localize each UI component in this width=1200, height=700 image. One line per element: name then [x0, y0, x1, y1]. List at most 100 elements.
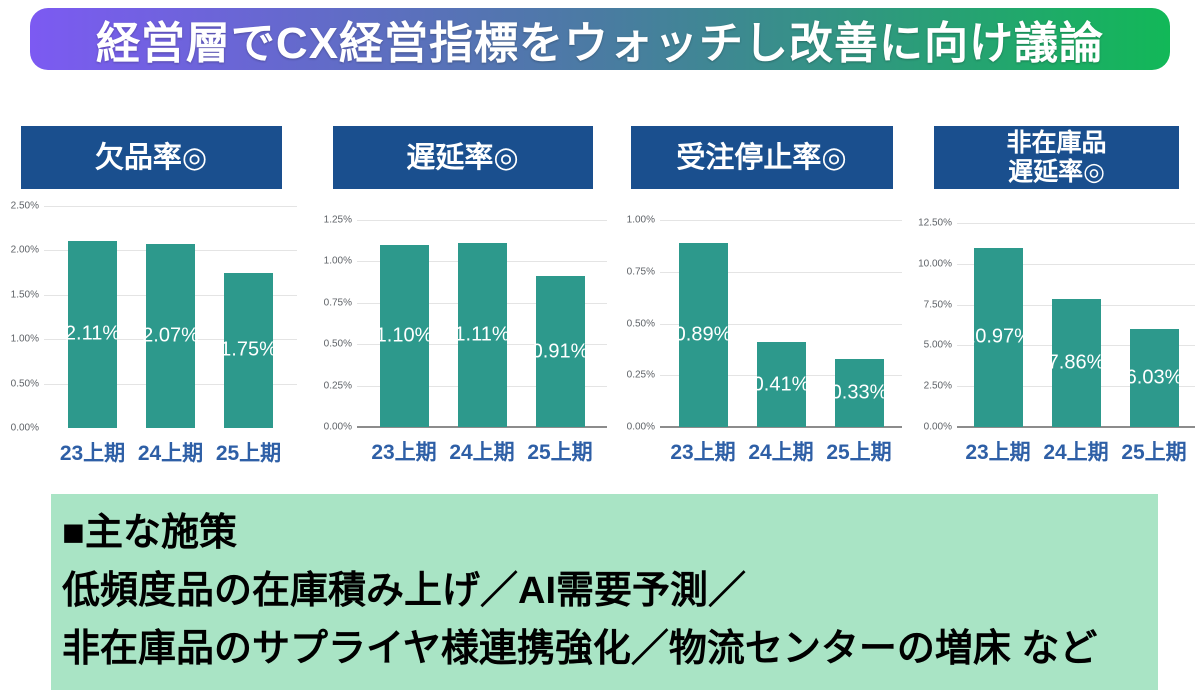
chart-title-box: 非在庫品 遅延率◎: [934, 126, 1179, 189]
gridline: [44, 206, 297, 207]
x-axis-line: [357, 426, 607, 428]
chart-title: 遅延率◎: [406, 141, 519, 174]
bar: 7.86%: [1048, 298, 1104, 427]
chart-title: 受注停止率◎: [676, 141, 847, 174]
bar: 1.75%: [220, 272, 277, 428]
chart-panel-1: 欠品率◎ 2.50% 2.00% 1.50% 1.00% 0.50% 0.00% 2.11% 2…: [2, 126, 300, 476]
bars-container: 0.89% 23上期 0.41% 24上期 0.33% 25上期: [660, 220, 902, 464]
x-axis-category-label: 23上期: [965, 441, 1031, 464]
bar-group: 6.03% 25上期: [1121, 223, 1187, 464]
bar-value-label: 7.86%: [1047, 351, 1105, 374]
plot-area: 1.00% 0.75% 0.50% 0.25% 0.00% 0.89% 23上期 0.41% 2…: [618, 215, 905, 464]
bar-group: 1.75% 25上期: [216, 206, 281, 465]
bar-value-label: 0.89%: [674, 323, 732, 346]
bar-value-label: 0.91%: [531, 340, 589, 363]
bar: 10.97%: [964, 247, 1032, 427]
y-axis-tick-label: 5.00%: [923, 339, 952, 351]
bar-value-label: 0.33%: [830, 381, 888, 404]
bar-group: 10.97% 23上期: [964, 223, 1032, 464]
bar-group: 2.07% 24上期: [138, 206, 203, 465]
plot-area: 2.50% 2.00% 1.50% 1.00% 0.50% 0.00% 2.11% 23上期 2…: [2, 201, 300, 465]
bar: 6.03%: [1126, 328, 1182, 427]
y-axis-tick-label: 2.00%: [10, 244, 39, 256]
bar: 1.11%: [454, 243, 510, 427]
y-axis-tick-label: 0.00%: [923, 421, 952, 433]
bar-value-label: 1.11%: [454, 323, 510, 346]
y-axis-tick-label: 0.00%: [323, 421, 352, 433]
slide-title-banner: 経営層でCX経営指標をウォッチし改善に向け議論: [30, 8, 1170, 70]
x-axis-category-label: 25上期: [1121, 441, 1187, 464]
chart-title-box: 遅延率◎: [332, 126, 593, 189]
y-axis-tick-label: 1.00%: [626, 214, 655, 226]
bar-value-label: 6.03%: [1125, 366, 1183, 389]
y-axis-tick-label: 7.50%: [923, 299, 952, 311]
plot-area: 1.25% 1.00% 0.75% 0.50% 0.25% 0.00% 1.10% 23上期 1…: [315, 215, 610, 464]
y-axis-tick-label: 0.00%: [626, 421, 655, 433]
chart-panel-3: 受注停止率◎ 1.00% 0.75% 0.50% 0.25% 0.00% 0.89% 23上期…: [618, 126, 905, 476]
bar-group: 1.11% 24上期: [449, 220, 515, 464]
bar-group: 0.41% 24上期: [748, 220, 814, 464]
chart-title: 遅延率◎: [1008, 157, 1105, 186]
y-axis-tick-label: 0.50%: [10, 378, 39, 390]
bars-container: 10.97% 23上期 7.86% 24上期 6.03% 25上期: [957, 223, 1195, 464]
x-axis-category-label: 24上期: [748, 441, 814, 464]
bar-group: 0.89% 23上期: [670, 220, 736, 464]
bar-group: 0.91% 25上期: [527, 220, 593, 464]
chart-title-box: 欠品率◎: [20, 126, 282, 189]
chart-title: 欠品率◎: [94, 141, 208, 174]
x-axis-category-label: 23上期: [371, 441, 437, 464]
y-axis-tick-label: 2.50%: [10, 200, 39, 212]
bar: 2.11%: [65, 240, 120, 428]
y-axis-tick-label: 12.50%: [918, 217, 952, 229]
gridline: [957, 223, 1195, 224]
chart-panel-4: 非在庫品 遅延率◎ 12.50% 10.00% 7.50% 5.00% 2.50% 0.00%…: [915, 126, 1198, 476]
bar-group: 7.86% 24上期: [1043, 223, 1109, 464]
y-axis-tick-label: 0.75%: [626, 266, 655, 278]
x-axis-category-label: 23上期: [59, 442, 126, 465]
x-axis-line: [957, 426, 1195, 428]
bar: 1.10%: [376, 244, 432, 427]
bars-container: 1.10% 23上期 1.11% 24上期 0.91% 25上期: [357, 220, 607, 464]
bar: 0.91%: [532, 276, 588, 427]
bar-value-label: 1.10%: [375, 324, 433, 347]
bar-value-label: 10.97%: [964, 325, 1032, 348]
x-axis-category-label: 23上期: [670, 441, 736, 464]
chart-panel-2: 遅延率◎ 1.25% 1.00% 0.75% 0.50% 0.25% 0.00% 1.10% 2…: [315, 126, 610, 476]
bar: 0.33%: [831, 358, 887, 427]
slide-title: 経営層でCX経営指標をウォッチし改善に向け議論: [95, 19, 1105, 68]
y-axis-tick-label: 0.75%: [323, 297, 352, 309]
measures-heading: ■主な施策: [62, 512, 237, 554]
measures-line: 低頻度品の在庫積み上げ／AI需要予測／: [62, 570, 747, 612]
gridline: [660, 220, 902, 221]
bar-value-label: 2.07%: [142, 324, 199, 347]
bar-group: 1.10% 23上期: [371, 220, 437, 464]
bar-group: 2.11% 23上期: [60, 206, 125, 465]
bar: 0.41%: [753, 342, 809, 427]
y-axis-tick-label: 1.00%: [323, 255, 352, 267]
bar-group: 0.33% 25上期: [826, 220, 892, 464]
bar-value-label: 1.75%: [220, 338, 277, 361]
y-axis-tick-label: 10.00%: [918, 258, 952, 270]
y-axis-tick-label: 1.00%: [10, 333, 39, 345]
x-axis-category-label: 25上期: [826, 441, 892, 464]
y-axis-tick-label: 2.50%: [923, 380, 952, 392]
gridline: [660, 271, 902, 273]
chart-title: 非在庫品: [1006, 128, 1107, 157]
y-axis-tick-label: 0.50%: [626, 318, 655, 329]
x-axis-category-label: 24上期: [137, 442, 204, 465]
bar: 2.07%: [142, 244, 199, 428]
bar-value-label: 0.41%: [752, 373, 810, 396]
chart-title-box: 受注停止率◎: [630, 126, 893, 189]
plot-area: 12.50% 10.00% 7.50% 5.00% 2.50% 0.00% 10.97% 23…: [915, 218, 1198, 464]
y-axis-tick-label: 0.00%: [10, 422, 39, 434]
y-axis-tick-label: 0.50%: [323, 338, 352, 350]
x-axis-line: [660, 426, 902, 428]
x-axis-category-label: 24上期: [1043, 441, 1109, 464]
y-axis-tick-label: 0.25%: [626, 369, 655, 381]
gridline: [957, 263, 1195, 265]
gridline: [357, 220, 607, 221]
x-axis-category-label: 24上期: [449, 441, 515, 464]
y-axis-tick-label: 1.50%: [10, 289, 39, 301]
y-axis-tick-label: 0.25%: [323, 380, 352, 392]
y-axis-tick-label: 1.25%: [323, 214, 352, 226]
